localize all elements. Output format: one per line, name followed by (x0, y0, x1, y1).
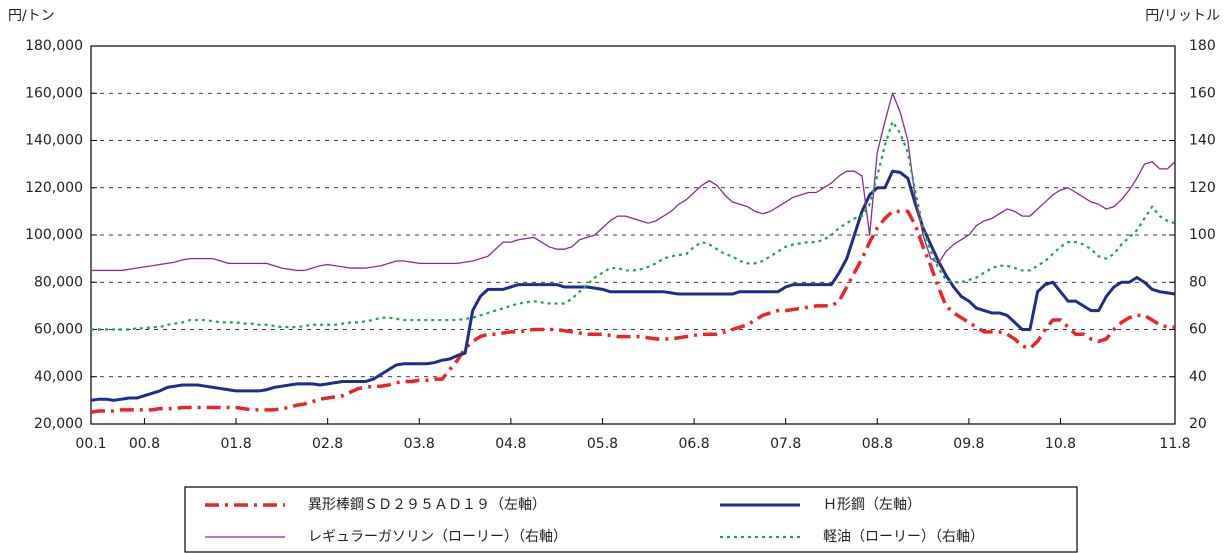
line-series (91, 120, 1176, 331)
x-tick-label: 00.8 (129, 436, 160, 452)
x-tick-label: 11.8 (1159, 436, 1190, 452)
y-tick-label: 180,000 (25, 38, 83, 54)
y-tick-label: 40,000 (34, 369, 83, 385)
y-tick-label: 140,000 (25, 133, 83, 149)
y2-tick-label: 180 (1189, 38, 1216, 54)
y2-tick-label: 20 (1189, 416, 1207, 432)
plot-frame (90, 45, 1176, 425)
legend-box (184, 486, 1078, 553)
legend-label: 軽油（ローリー）（右軸） (823, 529, 984, 545)
x-tick-label: 07.8 (770, 436, 801, 452)
x-tick-label: 05.8 (587, 436, 618, 452)
y-tick-label: 160,000 (25, 85, 83, 101)
line-series (90, 209, 1175, 414)
legend-label: Ｈ形鋼（左軸） (823, 497, 921, 513)
y2-tick-label: 100 (1189, 227, 1216, 243)
x-tick-label: 01.8 (220, 436, 251, 452)
y-axis-label: 円/トン (8, 8, 55, 24)
line-series (91, 92, 1176, 272)
y2-tick-label: 40 (1189, 369, 1207, 385)
x-tick-label: 06.8 (678, 436, 709, 452)
legend-label: 異形棒鋼ＳＤ２９５ＡＤ１９（左軸） (308, 497, 546, 513)
y2-tick-label: 120 (1189, 180, 1216, 196)
y-tick-label: 20,000 (34, 416, 83, 432)
x-tick-label: 00.1 (75, 436, 106, 452)
x-tick-label: 10.8 (1045, 436, 1076, 452)
y-tick-label: 60,000 (34, 322, 83, 338)
x-tick-label: 08.8 (862, 436, 893, 452)
y2-tick-label: 60 (1189, 322, 1207, 338)
x-tick-label: 02.8 (312, 436, 343, 452)
x-tick-label: 04.8 (495, 436, 526, 452)
y-tick-label: 120,000 (25, 180, 83, 196)
x-tick-label: 09.8 (953, 436, 984, 452)
y-tick-label: 80,000 (34, 274, 83, 290)
y2-tick-label: 80 (1189, 274, 1207, 290)
y2-tick-label: 140 (1189, 133, 1216, 149)
line-series (90, 169, 1176, 402)
legend-label: レギュラーガソリン（ローリー）（右軸） (308, 529, 567, 545)
x-tick-label: 03.8 (404, 436, 435, 452)
y-tick-label: 100,000 (25, 227, 83, 243)
y2-axis-label: 円/リットル (1145, 8, 1220, 24)
y2-tick-label: 160 (1189, 85, 1216, 101)
